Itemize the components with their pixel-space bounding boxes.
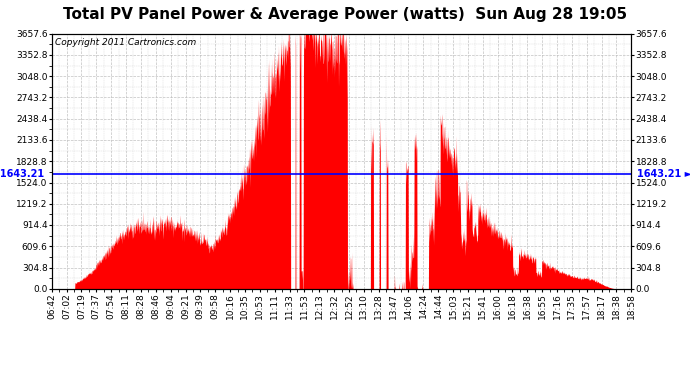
Text: Total PV Panel Power & Average Power (watts)  Sun Aug 28 19:05: Total PV Panel Power & Average Power (wa… <box>63 8 627 22</box>
Text: 1643.21 ►: 1643.21 ► <box>637 169 690 179</box>
Text: Copyright 2011 Cartronics.com: Copyright 2011 Cartronics.com <box>55 38 196 46</box>
Text: ◄ 1643.21: ◄ 1643.21 <box>0 169 44 179</box>
